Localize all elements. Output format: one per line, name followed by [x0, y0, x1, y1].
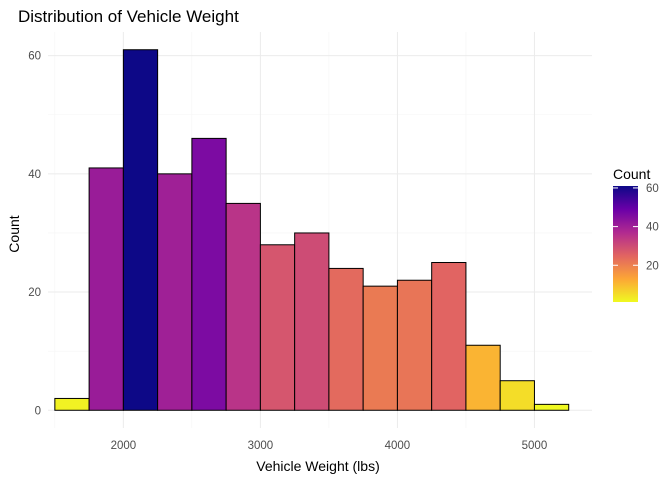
histogram-bar: [88, 167, 124, 411]
y-tick-label: 0: [35, 405, 41, 417]
histogram-bar: [157, 173, 193, 411]
histogram-bar: [431, 262, 467, 411]
legend-ticks: 20 40 60: [613, 183, 659, 272]
histogram-bar: [499, 380, 535, 411]
histogram-bar: [294, 232, 330, 411]
legend-tick-label: 40: [646, 222, 659, 234]
x-axis-title: Vehicle Weight (lbs): [256, 458, 379, 474]
y-tick-label: 20: [28, 287, 41, 299]
chart-title: Distribution of Vehicle Weight: [18, 7, 239, 26]
legend-title: Count: [613, 166, 650, 182]
legend-colorbar: [613, 186, 638, 302]
y-axis-ticks: 0 20 40 60: [28, 51, 41, 418]
histogram-bar: [328, 267, 364, 411]
x-tick-label: 5000: [522, 440, 548, 452]
histogram-bar: [465, 344, 501, 411]
histogram-bar: [533, 403, 570, 411]
y-axis-title: Count: [6, 215, 22, 252]
legend-tick-label: 20: [646, 260, 659, 272]
color-legend: Count 20 40 60: [613, 166, 659, 302]
y-tick-label: 60: [28, 51, 41, 63]
histogram-bar: [191, 137, 227, 411]
histogram-bar: [259, 244, 296, 411]
histogram-bar: [396, 279, 433, 411]
x-axis-ticks: 2000 3000 4000 5000: [111, 440, 548, 452]
histogram-bar: [122, 49, 159, 411]
bars: [54, 49, 570, 411]
histogram-bar: [362, 285, 398, 411]
histogram-bar: [225, 202, 261, 411]
histogram-bar: [54, 397, 90, 411]
x-tick-label: 4000: [385, 440, 411, 452]
x-tick-label: 2000: [111, 440, 137, 452]
legend-tick-label: 60: [646, 183, 659, 195]
x-tick-label: 3000: [248, 440, 274, 452]
y-tick-label: 40: [28, 169, 41, 181]
